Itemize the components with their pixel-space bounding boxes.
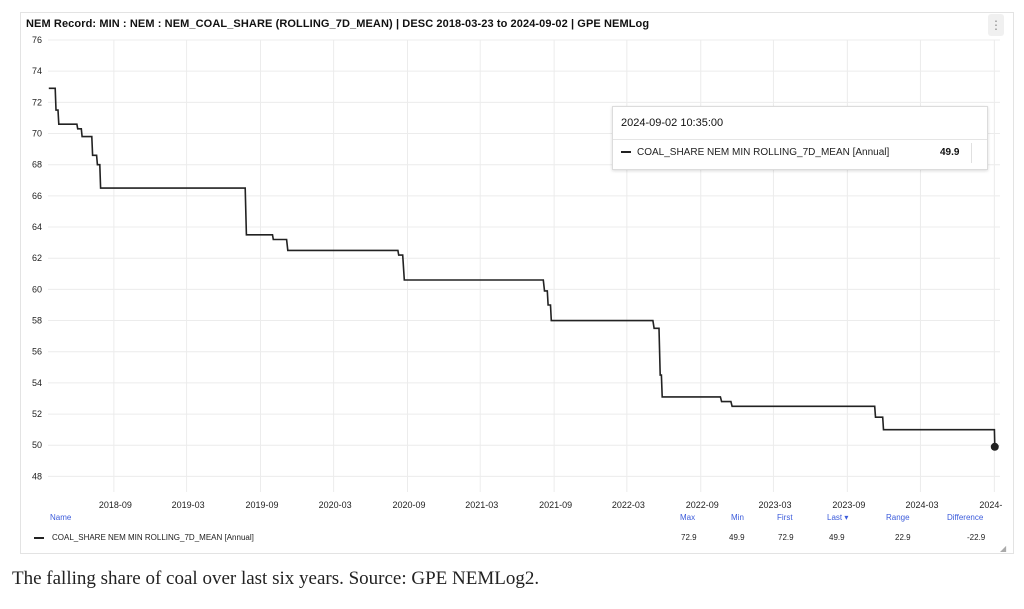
y-tick-label: 72 <box>32 97 42 107</box>
y-tick-label: 48 <box>32 471 42 481</box>
tooltip-value: 49.9 <box>940 147 960 158</box>
tooltip-series-row: COAL_SHARE NEM MIN ROLLING_7D_MEAN [Annu… <box>621 147 889 158</box>
x-tick-label: 2021-03 <box>465 500 498 510</box>
tooltip-divider <box>613 139 987 140</box>
stats-header-range[interactable]: Range <box>886 513 910 522</box>
y-tick-label: 66 <box>32 191 42 201</box>
y-tick-label: 64 <box>32 222 42 232</box>
stats-header-first[interactable]: First <box>777 513 793 522</box>
y-tick-label: 60 <box>32 284 42 294</box>
x-tick-label: 2022-03 <box>612 500 645 510</box>
stats-header-difference[interactable]: Difference <box>947 513 984 522</box>
y-tick-label: 56 <box>32 347 42 357</box>
y-tick-label: 70 <box>32 129 42 139</box>
hover-tooltip: 2024-09-02 10:35:00 COAL_SHARE NEM MIN R… <box>612 106 988 170</box>
y-tick-label: 52 <box>32 409 42 419</box>
chart-grid <box>48 39 1000 492</box>
stats-range: 22.9 <box>895 533 911 542</box>
y-tick-label: 76 <box>32 35 42 45</box>
y-tick-label: 68 <box>32 160 42 170</box>
tooltip-time: 2024-09-02 10:35:00 <box>621 117 724 129</box>
x-tick-label: 2023-09 <box>832 500 865 510</box>
x-tick-label: 2024-03 <box>905 500 938 510</box>
stats-min: 49.9 <box>729 533 745 542</box>
stats-max: 72.9 <box>681 533 697 542</box>
y-tick-label: 54 <box>32 378 42 388</box>
series-line <box>48 87 996 447</box>
x-tick-label: 2018-09 <box>99 500 132 510</box>
x-tick-label: 2019-09 <box>245 500 278 510</box>
chart-title: NEM Record: MIN : NEM : NEM_COAL_SHARE (… <box>26 18 650 30</box>
x-tick-label: 2020-03 <box>319 500 352 510</box>
stats-header-name[interactable]: Name <box>50 513 72 522</box>
stats-difference: -22.9 <box>967 533 986 542</box>
tooltip-value-divider <box>971 143 972 163</box>
resize-handle-icon[interactable]: ◢ <box>1000 544 1007 553</box>
x-tick-label: 2023-03 <box>758 500 791 510</box>
y-tick-label: 58 <box>32 316 42 326</box>
tooltip-series-name: COAL_SHARE NEM MIN ROLLING_7D_MEAN [Annu… <box>637 147 890 158</box>
end-point-marker <box>990 442 999 451</box>
x-tick-label: 2020-09 <box>393 500 426 510</box>
stats-header-min[interactable]: Min <box>731 513 744 522</box>
series-dash-icon <box>621 151 631 154</box>
series-lines <box>48 87 999 451</box>
x-tick-label: 2019-03 <box>172 500 205 510</box>
x-tick-label: 2021-09 <box>539 500 572 510</box>
y-tick-label: 62 <box>32 253 42 263</box>
x-tick-label: 2024- <box>979 500 1002 510</box>
y-axis-ticks: 76 74 72 70 68 66 64 62 60 58 56 54 52 50 48 <box>32 35 42 481</box>
stats-series-name[interactable]: COAL_SHARE NEM MIN ROLLING_7D_MEAN [Annu… <box>52 533 254 542</box>
x-axis-ticks: 2018-09 2019-03 2019-09 2020-03 2020-09 2021-… <box>99 500 1003 510</box>
y-tick-label: 74 <box>32 66 42 76</box>
legend-dash-icon <box>34 537 44 539</box>
stats-header-max[interactable]: Max <box>680 513 696 522</box>
vertical-dots-icon[interactable]: ⋮ <box>988 14 1004 36</box>
stats-first: 72.9 <box>778 533 794 542</box>
y-tick-label: 50 <box>32 440 42 450</box>
stats-last: 49.9 <box>829 533 845 542</box>
figure-caption: The falling share of coal over last six … <box>12 568 540 589</box>
x-tick-label: 2022-09 <box>686 500 719 510</box>
stats-header-last[interactable]: Last ▾ <box>827 513 849 522</box>
